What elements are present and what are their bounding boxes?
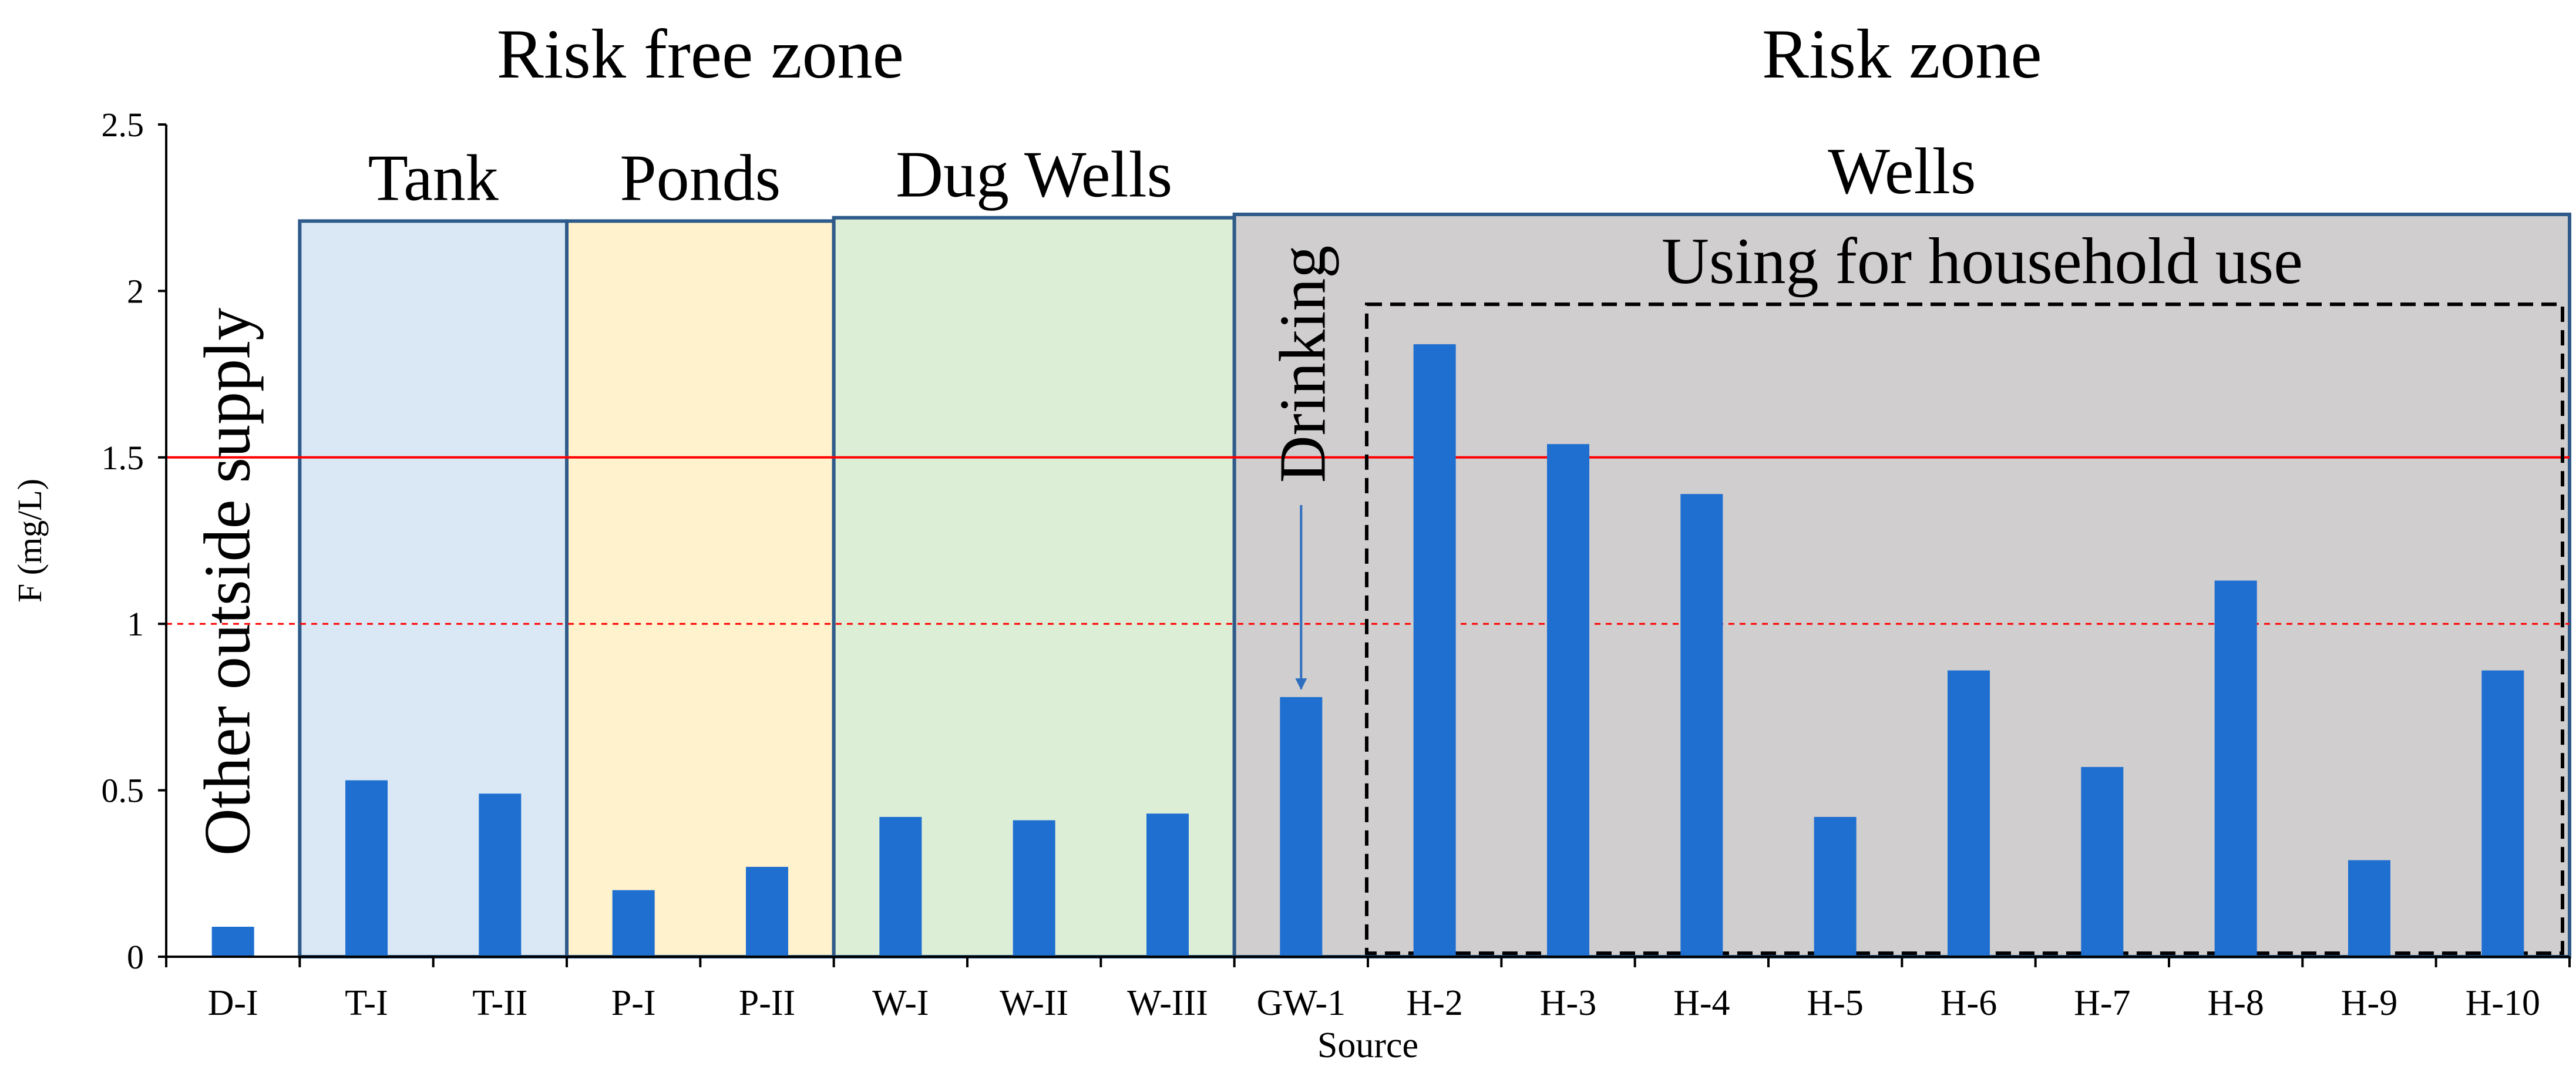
x-tick-label: T-I — [345, 983, 388, 1023]
bar-H-7 — [2081, 766, 2124, 957]
x-tick-label: H-7 — [2074, 983, 2130, 1023]
bar-H-4 — [1680, 494, 1723, 957]
zone-title-risk: Risk zone — [1762, 15, 2042, 93]
bar-W-II — [1013, 820, 1055, 957]
x-tick-label: W-III — [1127, 983, 1208, 1023]
x-tick-label: H-3 — [1540, 983, 1596, 1023]
x-tick-label: W-I — [872, 983, 929, 1023]
bar-P-II — [746, 866, 788, 957]
other-outside-supply-label: Other outside supply — [191, 308, 264, 856]
x-axis-title: Source — [1317, 1025, 1418, 1065]
x-tick-label: T-II — [472, 983, 527, 1023]
x-tick-label: D-I — [208, 983, 258, 1023]
group-box-tank — [298, 219, 569, 959]
y-tick-label: 1 — [127, 605, 144, 643]
group-box-ponds — [565, 219, 836, 959]
y-tick-label: 2.5 — [102, 106, 144, 144]
y-tick-label: 0 — [127, 938, 144, 976]
bar-H-3 — [1547, 444, 1589, 957]
zone-title-risk-free: Risk free zone — [497, 15, 904, 93]
x-tick-label: H-6 — [1941, 983, 1997, 1023]
y-tick-label: 2 — [127, 272, 144, 310]
bar-GW-1 — [1280, 697, 1323, 957]
x-tick-label: W-II — [1000, 983, 1068, 1023]
x-tick-label: H-2 — [1406, 983, 1462, 1023]
x-tick-label: H-8 — [2207, 983, 2264, 1023]
drinking-label: Drinking — [1266, 245, 1339, 483]
x-tick-label: P-I — [611, 983, 656, 1023]
x-tick-label: H-9 — [2341, 983, 2397, 1023]
bar-T-I — [345, 780, 388, 957]
x-tick-label: GW-1 — [1257, 983, 1346, 1023]
bar-H-10 — [2481, 670, 2524, 957]
group-label-dug-wells: Dug Wells — [896, 139, 1172, 211]
group-label-wells: Wells — [1828, 135, 1976, 208]
bar-T-II — [479, 793, 522, 957]
bar-H-2 — [1413, 344, 1456, 957]
x-tick-label: H-10 — [2466, 983, 2540, 1023]
y-axis-title: F (mg/L) — [11, 479, 49, 603]
bar-H-9 — [2348, 860, 2390, 957]
bar-D-I — [211, 926, 254, 957]
bar-H-5 — [1814, 816, 1857, 957]
y-tick-label: 0.5 — [102, 772, 144, 810]
y-tick-label: 1.5 — [102, 439, 144, 477]
x-tick-label: H-5 — [1807, 983, 1863, 1023]
group-box-wells — [1232, 213, 2571, 958]
x-tick-label: P-II — [739, 983, 795, 1023]
bar-W-I — [879, 816, 922, 957]
bar-P-I — [612, 890, 655, 957]
bar-H-8 — [2214, 580, 2257, 957]
group-label-tank: Tank — [368, 142, 499, 214]
bar-W-III — [1146, 813, 1189, 957]
x-tick-label: H-4 — [1673, 983, 1730, 1023]
household-use-box — [1365, 302, 2564, 955]
group-label-ponds: Ponds — [620, 142, 781, 214]
household-use-label: Using for household use — [1662, 225, 2303, 298]
bar-H-6 — [1948, 670, 1990, 957]
